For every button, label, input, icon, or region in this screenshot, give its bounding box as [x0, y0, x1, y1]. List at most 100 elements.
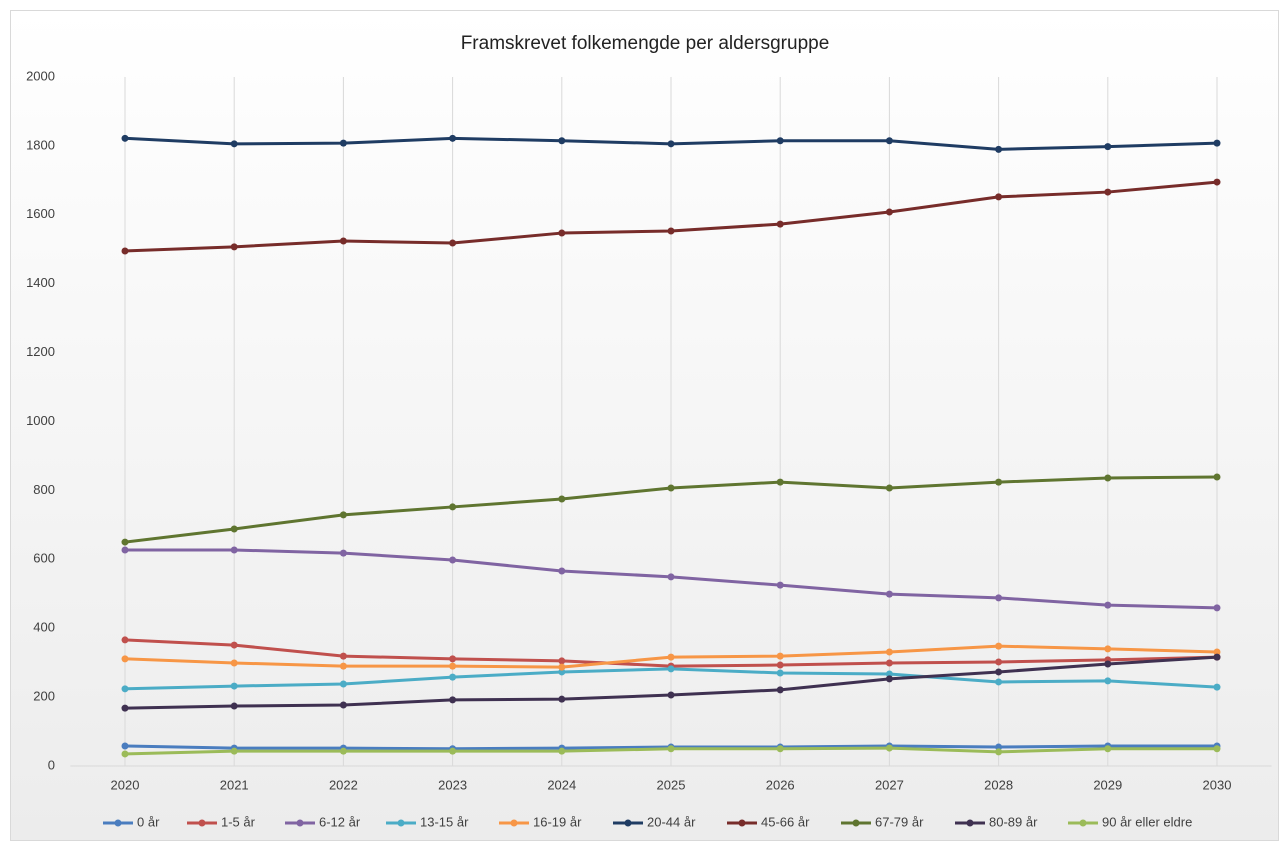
point — [1213, 683, 1221, 691]
point — [776, 478, 784, 486]
point — [230, 682, 238, 690]
point — [558, 229, 566, 237]
point — [230, 546, 238, 554]
y-tick-label: 1200 — [26, 344, 55, 359]
chart-title: Framskrevet folkemengde per aldersgruppe — [461, 33, 830, 54]
point — [449, 503, 457, 511]
point — [121, 750, 129, 758]
point — [449, 696, 457, 704]
point — [776, 652, 784, 660]
point — [995, 748, 1003, 756]
x-tick-label: 2028 — [984, 777, 1013, 792]
point — [121, 655, 129, 663]
legend-label: 6-12 år — [319, 814, 361, 829]
legend-marker — [1079, 819, 1087, 827]
point — [230, 659, 238, 667]
y-tick-label: 1000 — [26, 413, 55, 428]
point — [667, 227, 675, 235]
point — [121, 134, 129, 142]
point — [121, 636, 129, 644]
point — [558, 668, 566, 676]
point — [885, 670, 893, 678]
point — [776, 220, 784, 228]
point — [885, 484, 893, 492]
point — [558, 747, 566, 755]
x-tick-label: 2020 — [111, 777, 140, 792]
point — [995, 642, 1003, 650]
point — [885, 590, 893, 598]
point — [1213, 604, 1221, 612]
legend-marker — [624, 819, 632, 827]
x-tick-label: 2025 — [657, 777, 686, 792]
point — [995, 145, 1003, 153]
chart-area — [10, 10, 1279, 841]
point — [885, 137, 893, 145]
point — [667, 665, 675, 673]
y-tick-label: 1400 — [26, 275, 55, 290]
point — [667, 140, 675, 148]
legend-label: 13-15 år — [420, 814, 469, 829]
y-tick-label: 800 — [33, 482, 55, 497]
legend-marker — [198, 819, 206, 827]
point — [995, 594, 1003, 602]
point — [339, 701, 347, 709]
point — [339, 549, 347, 557]
point — [230, 243, 238, 251]
point — [230, 140, 238, 148]
point — [230, 747, 238, 755]
legend-label: 67-79 år — [875, 814, 924, 829]
y-tick-label: 600 — [33, 551, 55, 566]
point — [667, 573, 675, 581]
point — [885, 659, 893, 667]
point — [667, 484, 675, 492]
point — [121, 247, 129, 255]
point — [339, 139, 347, 147]
point — [1213, 139, 1221, 147]
point — [885, 675, 893, 683]
legend-marker — [510, 819, 518, 827]
legend-label: 16-19 år — [533, 814, 582, 829]
point — [1104, 660, 1112, 668]
point — [1104, 677, 1112, 685]
point — [776, 669, 784, 677]
legend-label: 90 år eller eldre — [1102, 814, 1192, 829]
y-tick-label: 400 — [33, 620, 55, 635]
point — [558, 663, 566, 671]
legend-label: 20-44 år — [647, 814, 696, 829]
x-tick-label: 2024 — [547, 777, 576, 792]
point — [449, 239, 457, 247]
legend-label: 45-66 år — [761, 814, 810, 829]
y-tick-label: 200 — [33, 689, 55, 704]
point — [121, 546, 129, 554]
legend-label: 1-5 år — [221, 814, 256, 829]
point — [1213, 653, 1221, 661]
legend-marker — [296, 819, 304, 827]
point — [449, 556, 457, 564]
legend-marker — [114, 819, 122, 827]
point — [776, 686, 784, 694]
point — [885, 208, 893, 216]
point — [1104, 474, 1112, 482]
point — [449, 662, 457, 670]
point — [339, 680, 347, 688]
point — [558, 567, 566, 575]
point — [339, 237, 347, 245]
point — [449, 747, 457, 755]
x-tick-label: 2029 — [1093, 777, 1122, 792]
point — [776, 137, 784, 145]
y-tick-label: 2000 — [26, 68, 55, 83]
y-tick-label: 1600 — [26, 206, 55, 221]
point — [449, 673, 457, 681]
x-tick-label: 2026 — [766, 777, 795, 792]
x-tick-label: 2030 — [1203, 777, 1232, 792]
point — [995, 193, 1003, 201]
point — [667, 653, 675, 661]
point — [339, 652, 347, 660]
x-tick-label: 2027 — [875, 777, 904, 792]
legend-marker — [397, 819, 405, 827]
point — [558, 495, 566, 503]
legend-marker — [738, 819, 746, 827]
point — [995, 678, 1003, 686]
point — [995, 668, 1003, 676]
point — [776, 581, 784, 589]
